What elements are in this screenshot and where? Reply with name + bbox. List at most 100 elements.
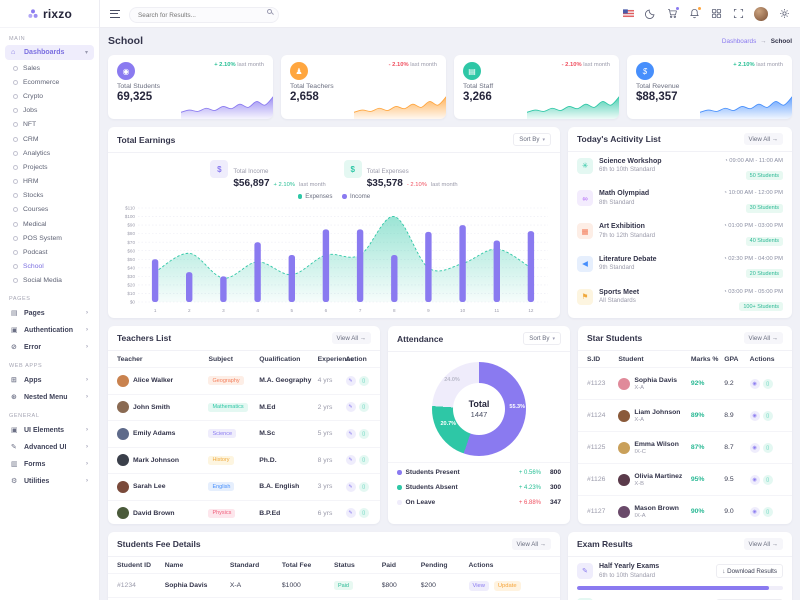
sort-by-button[interactable]: Sort By (523, 332, 561, 345)
edit-icon[interactable]: ✎ (345, 428, 356, 439)
view-all-button[interactable]: View All → (743, 538, 783, 551)
sidebar-subitem[interactable]: Stocks (0, 189, 99, 203)
sort-by-button[interactable]: Sort By (513, 133, 551, 146)
sidebar-item[interactable]: ▥ Forms › (5, 456, 94, 472)
delete-icon[interactable]: ▯ (358, 481, 369, 492)
sidebar-item[interactable]: ▣ UI Elements › (5, 422, 94, 438)
stat-card: ◉ + 2.10% last month Total Students 69,3… (108, 55, 273, 119)
panel-title: Exam Results (577, 539, 633, 550)
sidebar-subitem[interactable]: Sales (0, 61, 99, 75)
legend-item[interactable]: Income (342, 193, 370, 200)
sidebar-item[interactable]: ▤ Pages › (5, 305, 94, 321)
delete-icon[interactable]: ▯ (762, 474, 773, 485)
sidebar-subitem[interactable]: POS System (0, 231, 99, 245)
sidebar-item[interactable]: ⚙ Utilities › (5, 473, 94, 489)
sidebar-item[interactable]: ⊞ Apps › (5, 372, 94, 388)
user-avatar[interactable] (754, 6, 768, 21)
delete-icon[interactable]: ▯ (762, 410, 773, 421)
table-row: #1234 Sophia Davis X-A $1000 Paid $800 $… (108, 573, 560, 597)
delete-icon[interactable]: ▯ (358, 455, 369, 466)
apps-grid-icon[interactable] (710, 8, 722, 20)
view-icon[interactable]: ◉ (749, 474, 760, 485)
sidebar-subitem[interactable]: School (0, 260, 99, 274)
sidebar-subitem[interactable]: Projects (0, 160, 99, 174)
edit-icon[interactable]: ✎ (345, 375, 356, 386)
earnings-legend: Expenses Income (108, 191, 560, 202)
table-row: #1124 Liam Johnson X-A 89% 8.9 ◉ ▯ (578, 399, 792, 431)
sidebar-subitem[interactable]: CRM (0, 132, 99, 146)
sidebar-subitem[interactable]: Medical (0, 217, 99, 231)
stat-value: 3,266 (463, 91, 492, 103)
legend-item[interactable]: Expenses (297, 193, 332, 200)
activity-item[interactable]: ✳ Science Workshop 6th to 10th Standard … (577, 153, 783, 186)
sidebar-subitem[interactable]: Jobs (0, 104, 99, 118)
delete-icon[interactable]: ▯ (358, 402, 369, 413)
sidebar-item-label: Utilities (24, 477, 50, 485)
sidebar-item[interactable]: ⊛ Nested Menu › (5, 389, 94, 405)
activity-item[interactable]: ⚑ Sports Meet All Standards 03:00 PM - 0… (577, 284, 783, 317)
sidebar-item[interactable]: ⊘ Error › (5, 339, 94, 355)
delete-icon[interactable]: ▯ (358, 508, 369, 519)
earnings-chart: $0 $10 $20 $30 $40 $50 $60 $70 $80 $90 $100 $110 1 2 3… (108, 202, 560, 318)
sidebar-item[interactable]: ▣ Authentication › (5, 322, 94, 338)
panel-title: Teachers List (117, 333, 172, 344)
view-icon[interactable]: ◉ (749, 378, 760, 389)
activity-item[interactable]: ▦ Art Exhibition 7th to 12th Standard 01… (577, 219, 783, 252)
student-class: X-A (634, 384, 645, 391)
edit-icon[interactable]: ✎ (345, 402, 356, 413)
update-button[interactable]: Update (493, 580, 521, 591)
view-icon[interactable]: ◉ (749, 410, 760, 421)
dark-mode-icon[interactable] (644, 8, 656, 20)
search-input[interactable] (129, 7, 279, 24)
section-icon: ▥ (11, 461, 18, 468)
activity-item[interactable]: ? History Quiz 6th to 12th Standard 12:3… (577, 317, 783, 318)
teacher-name: Alice Walker (133, 377, 174, 385)
view-icon[interactable]: ◉ (749, 442, 760, 453)
sidebar-subitem[interactable]: Social Media (0, 274, 99, 288)
section-icon: ⊛ (11, 394, 17, 401)
activity-title: Art Exhibition (599, 223, 645, 231)
sidebar-item-dashboards[interactable]: ⌂ Dashboards ▾ (5, 45, 94, 60)
teachers-panel: Teachers List View All → Teacher Subject Q… (108, 326, 380, 524)
view-button[interactable]: View (468, 580, 489, 591)
breadcrumb-parent[interactable]: Dashboards (721, 37, 757, 45)
flag-icon[interactable] (622, 8, 634, 20)
view-icon[interactable]: ◉ (749, 506, 760, 517)
sidebar-subitem[interactable]: Analytics (0, 146, 99, 160)
main-area: School Dashboards → School ◉ + 2.10% las… (100, 0, 800, 600)
sidebar-subitem[interactable]: HRM (0, 175, 99, 189)
svg-text:$20: $20 (127, 283, 135, 288)
delete-icon[interactable]: ▯ (762, 378, 773, 389)
fullscreen-icon[interactable] (732, 8, 744, 20)
sidebar-subitem[interactable]: Courses (0, 203, 99, 217)
marks-percent: 90% (690, 508, 705, 516)
view-all-button[interactable]: View All → (331, 332, 371, 345)
sidebar-subitem[interactable]: Crypto (0, 89, 99, 103)
activity-item[interactable]: ∞ Math Olympiad 8th Standard 10:00 AM - … (577, 186, 783, 219)
view-all-button[interactable]: View All → (743, 133, 783, 146)
edit-icon[interactable]: ✎ (345, 455, 356, 466)
sidebar-subitem[interactable]: Podcast (0, 245, 99, 259)
menu-icon[interactable] (110, 9, 120, 18)
sidebar-subitem[interactable]: Ecommerce (0, 75, 99, 89)
view-all-button[interactable]: View All → (511, 538, 551, 551)
edit-icon[interactable]: ✎ (345, 481, 356, 492)
delete-icon[interactable]: ▯ (358, 428, 369, 439)
view-all-button[interactable]: View All → (743, 332, 783, 345)
sidebar-webapps-list: ⊞ Apps › ⊛ Nested Menu › (0, 372, 99, 405)
delete-icon[interactable]: ▯ (762, 506, 773, 517)
sidebar-item[interactable]: ✎ Advanced UI › (5, 439, 94, 455)
fee-student-id: #1234 (117, 582, 136, 590)
delete-icon[interactable]: ▯ (358, 375, 369, 386)
notifications-icon[interactable] (688, 5, 702, 20)
settings-gear-icon[interactable] (778, 8, 790, 20)
brand[interactable]: rixzo (0, 0, 99, 28)
sidebar-subitem[interactable]: NFT (0, 118, 99, 132)
edit-icon[interactable]: ✎ (345, 508, 356, 519)
activity-item[interactable]: ◀ Literature Debate 9th Standard 02:30 P… (577, 252, 783, 285)
cart-icon[interactable] (666, 5, 680, 20)
sidebar-dashboard-list: Sales Ecommerce Crypto Jobs NFT (0, 61, 99, 288)
delete-icon[interactable]: ▯ (762, 442, 773, 453)
experience: 5 yrs (317, 430, 333, 438)
download-results-button[interactable]: Download Results (716, 564, 783, 579)
